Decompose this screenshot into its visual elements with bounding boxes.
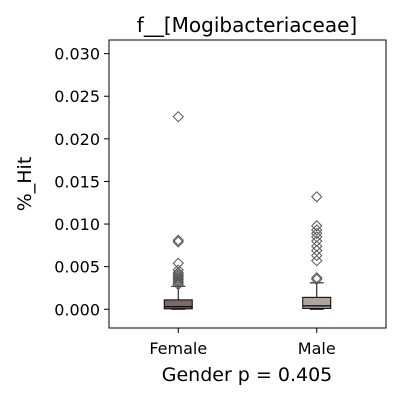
plot-frame — [108, 39, 387, 329]
outlier-point — [311, 191, 323, 203]
outlier-point — [311, 272, 323, 284]
outlier-point — [172, 273, 184, 286]
y-tick-label: 0.020 — [54, 130, 100, 149]
x-axis: Female Male — [149, 328, 336, 358]
outlier-point — [172, 275, 184, 287]
box-iqr — [302, 296, 332, 309]
y-tick-label: 0.010 — [54, 215, 100, 234]
outlier-point — [172, 257, 184, 269]
outlier-point — [311, 249, 323, 262]
y-axis-label: %_Hit — [14, 157, 36, 212]
outlier-point — [311, 224, 323, 236]
x-tick-label: Male — [298, 339, 336, 358]
outlier-point — [172, 236, 184, 248]
x-tick-label: Female — [149, 339, 207, 358]
y-tick-label: 0.005 — [54, 258, 100, 277]
plot-area — [163, 110, 332, 310]
outlier-point — [172, 234, 184, 246]
outlier-point — [172, 278, 184, 291]
chart-title: f__[Mogibacteriaceae] — [137, 13, 357, 37]
outlier-point — [172, 270, 184, 282]
x-axis-label: Gender p = 0.405 — [162, 364, 333, 386]
outlier-point — [172, 110, 184, 123]
y-tick-label: 0.025 — [54, 87, 100, 106]
outlier-point — [311, 227, 323, 240]
box-female — [163, 110, 193, 310]
box-male — [302, 191, 332, 310]
y-tick-label: 0.000 — [54, 300, 100, 319]
outlier-point — [311, 254, 323, 267]
outlier-point — [311, 220, 323, 232]
outlier-point — [311, 231, 323, 243]
outlier-point — [311, 273, 323, 286]
y-tick-label: 0.030 — [54, 45, 100, 64]
outlier-point — [172, 277, 184, 289]
outlier-point — [172, 272, 184, 284]
box-iqr — [163, 299, 193, 310]
y-axis: 0.000 0.005 0.010 0.015 0.020 0.025 0.030 — [54, 45, 109, 319]
y-tick-label: 0.015 — [54, 172, 100, 191]
